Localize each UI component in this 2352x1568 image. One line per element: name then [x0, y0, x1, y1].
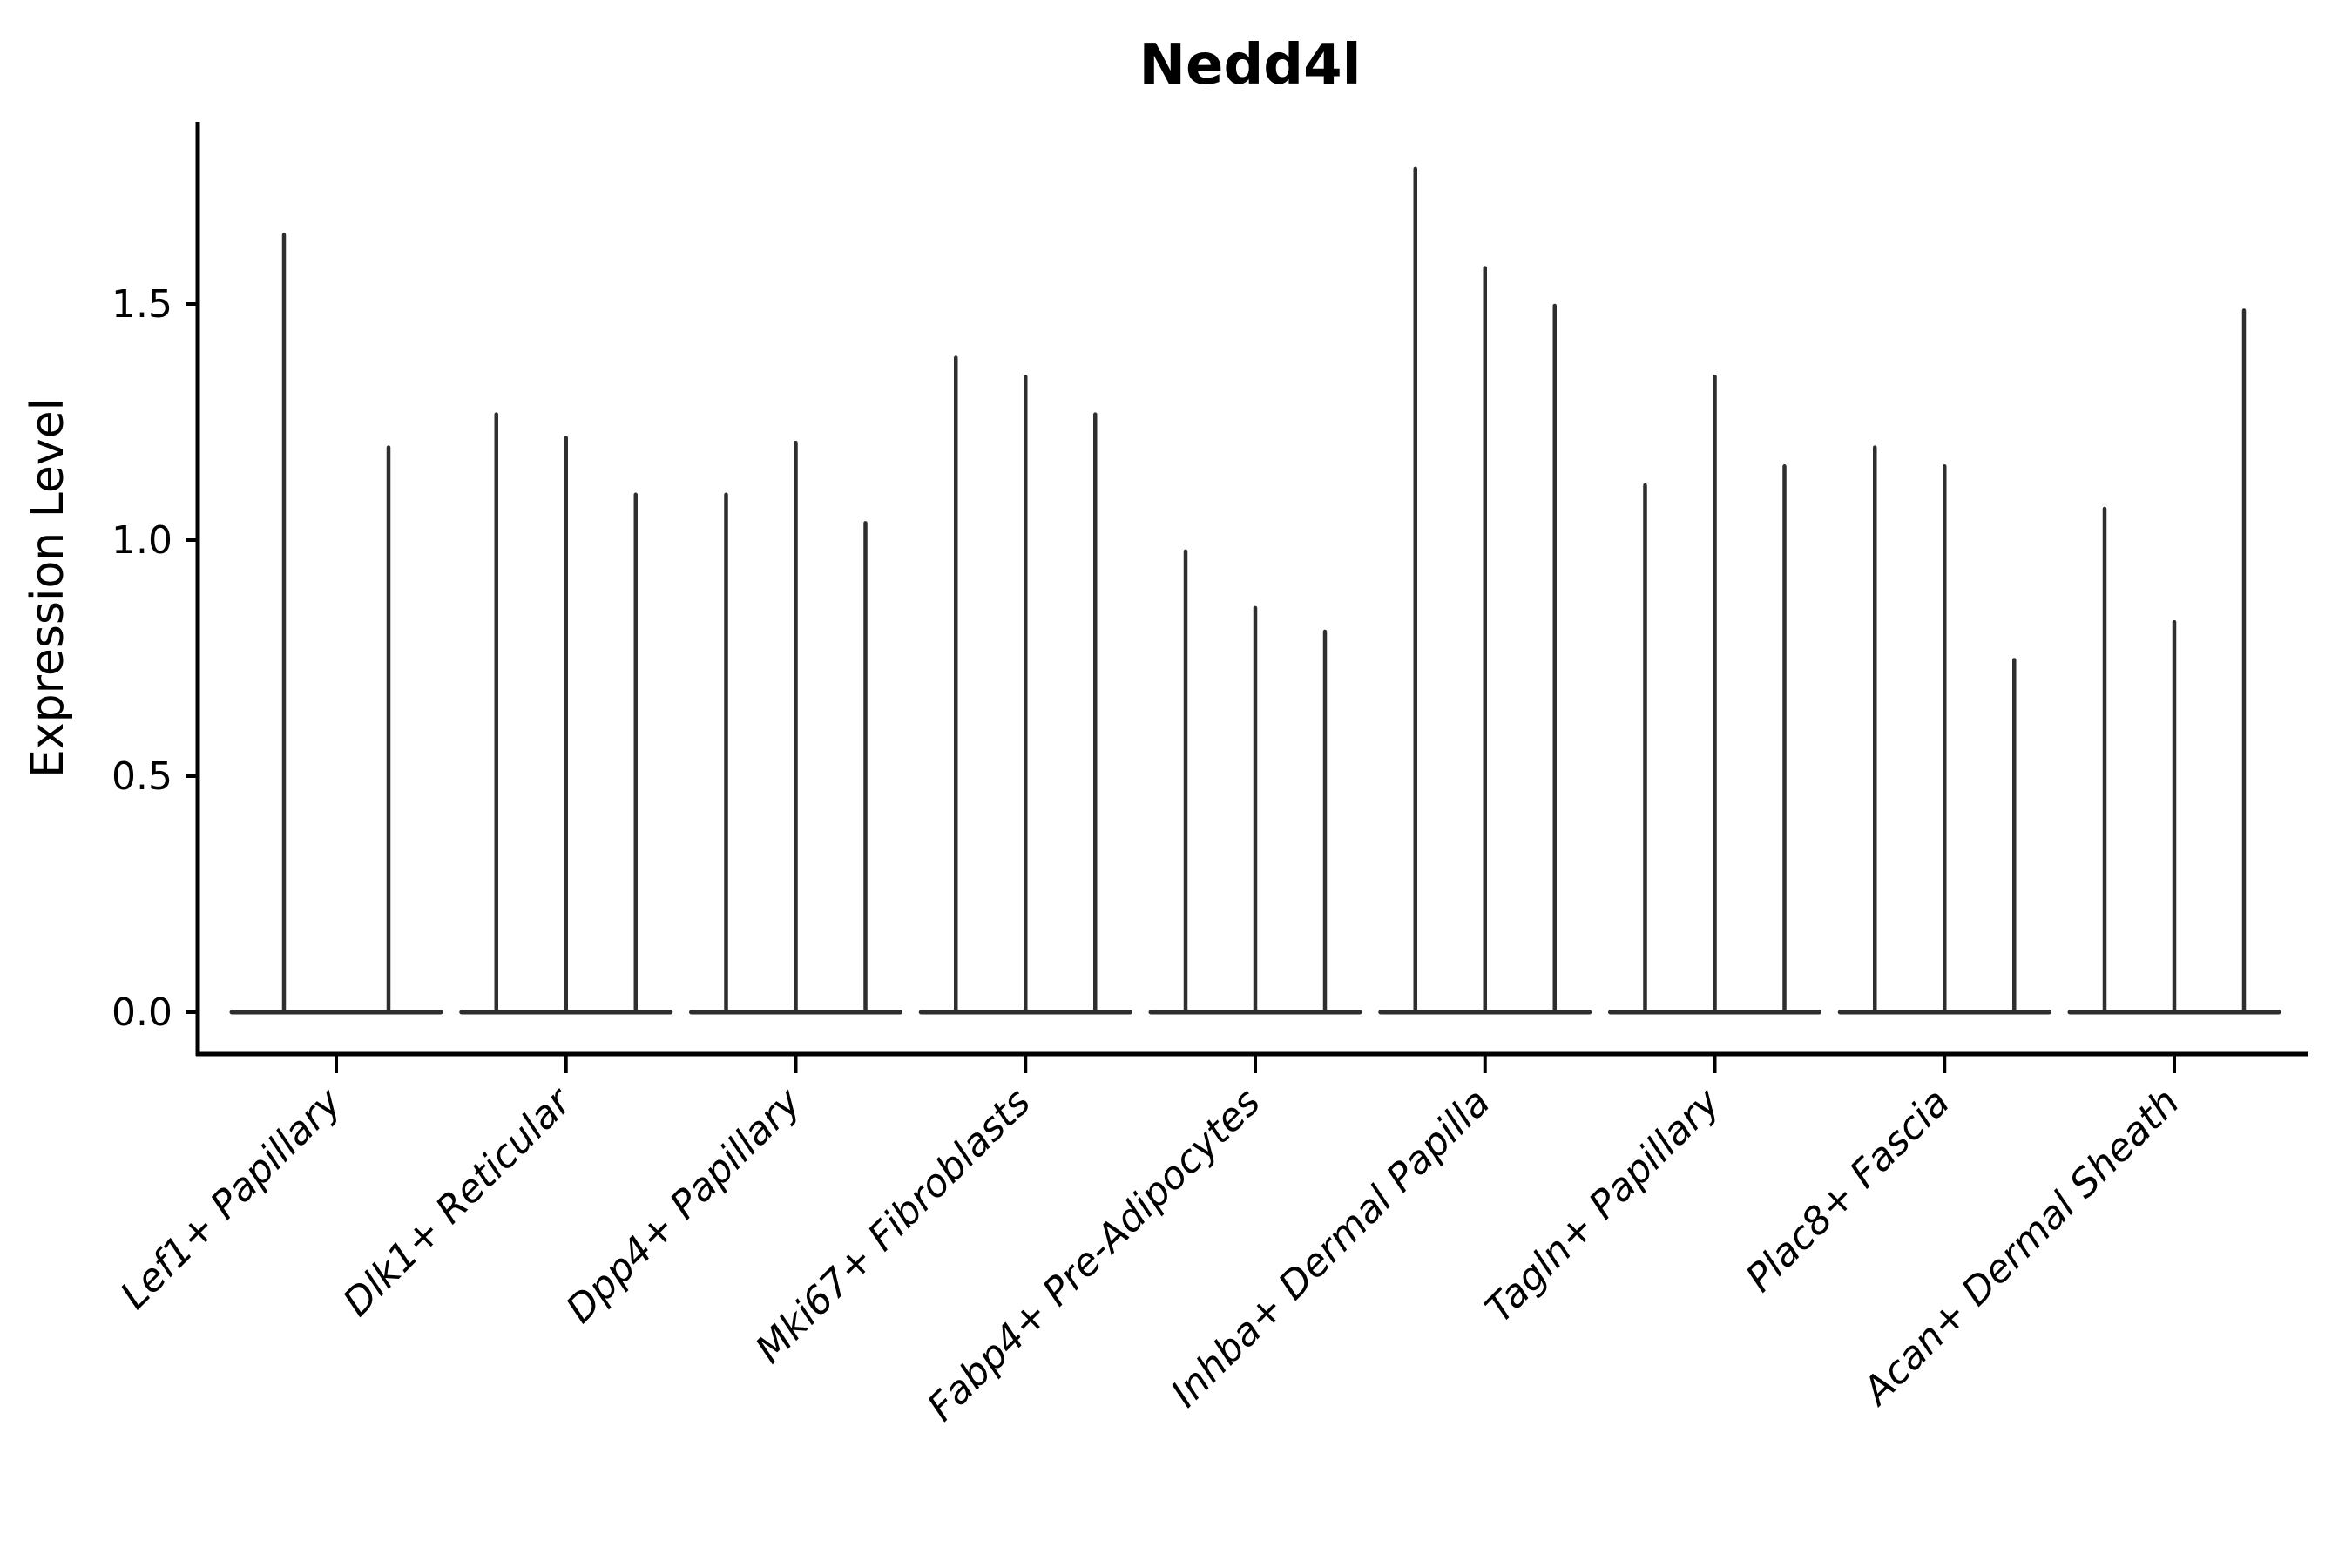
plot-title: Nedd4l	[1139, 33, 1361, 98]
y-tick-label: 0.5	[112, 754, 172, 799]
y-axis-label: Expression Level	[22, 398, 74, 778]
y-tick-label: 1.0	[112, 518, 172, 563]
x-tick-label: Dlk1+ Reticular	[335, 1078, 581, 1325]
x-tick-label: Plac8+ Fascia	[1738, 1080, 1958, 1301]
violin-layer	[229, 166, 2281, 1015]
x-tick-label: Lef1+ Papillary	[112, 1079, 351, 1318]
y-tick-label: 0.0	[112, 990, 172, 1035]
y-tick-label: 1.5	[112, 282, 172, 327]
x-tick-label: Tagln+ Papillary	[1477, 1079, 1729, 1331]
x-tick-label: Dpp4+ Papillary	[558, 1079, 810, 1332]
